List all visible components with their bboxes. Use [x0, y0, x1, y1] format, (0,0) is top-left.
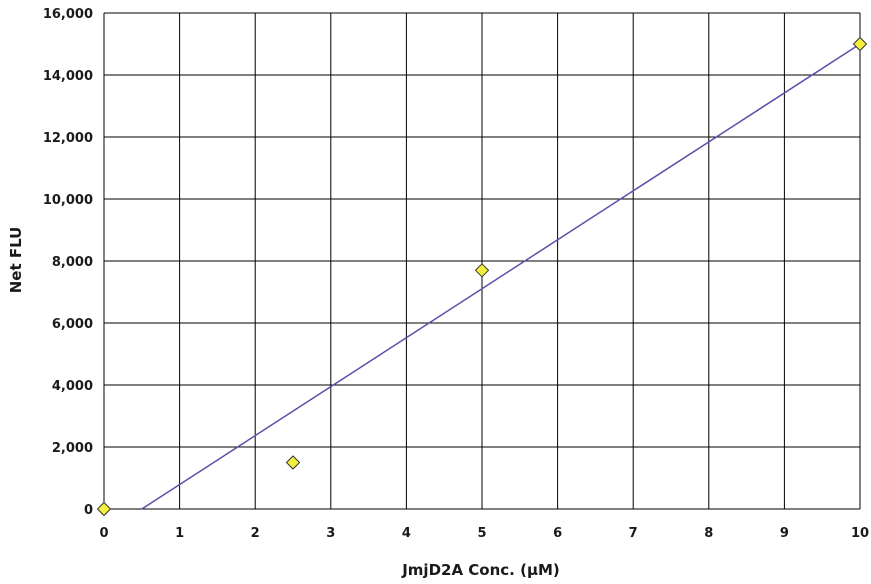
y-tick-label: 12,000	[43, 131, 93, 146]
x-tick-label: 10	[851, 526, 869, 541]
x-tick-label: 0	[99, 526, 108, 541]
data-points	[96, 36, 868, 517]
data-point-diamond	[474, 263, 490, 278]
x-tick-labels: 0 1 2 3 4 5 6 7 8 9 10	[99, 526, 869, 541]
x-tick-label: 1	[175, 526, 184, 541]
grid	[103, 12, 861, 510]
data-point-diamond	[96, 501, 112, 517]
x-tick-label: 3	[326, 526, 335, 541]
x-tick-label: 4	[402, 526, 411, 541]
y-tick-labels: 0 2,000 4,000 6,000 8,000 10,000 12,000 14,000 1…	[43, 7, 93, 518]
data-point-diamond	[285, 455, 301, 470]
x-tick-label: 9	[780, 526, 789, 541]
x-axis-title: JmjD2A Conc. (µM)	[401, 561, 560, 579]
x-tick-label: 7	[629, 526, 638, 541]
y-tick-label: 2,000	[52, 441, 93, 456]
x-tick-label: 6	[553, 526, 562, 541]
trend-lines	[141, 43, 861, 510]
y-tick-label: 16,000	[43, 7, 93, 22]
y-tick-label: 8,000	[52, 255, 93, 270]
x-tick-label: 5	[477, 526, 486, 541]
y-tick-label: 10,000	[43, 193, 93, 208]
y-tick-label: 6,000	[52, 317, 93, 332]
x-tick-label: 8	[704, 526, 713, 541]
x-tick-label: 2	[251, 526, 260, 541]
fit-line	[141, 43, 861, 510]
y-tick-label: 14,000	[43, 69, 93, 84]
y-tick-label: 0	[84, 503, 93, 518]
y-tick-label: 4,000	[52, 379, 93, 394]
data-point-diamond	[852, 36, 868, 52]
y-axis-title: Net FLU	[7, 227, 25, 294]
